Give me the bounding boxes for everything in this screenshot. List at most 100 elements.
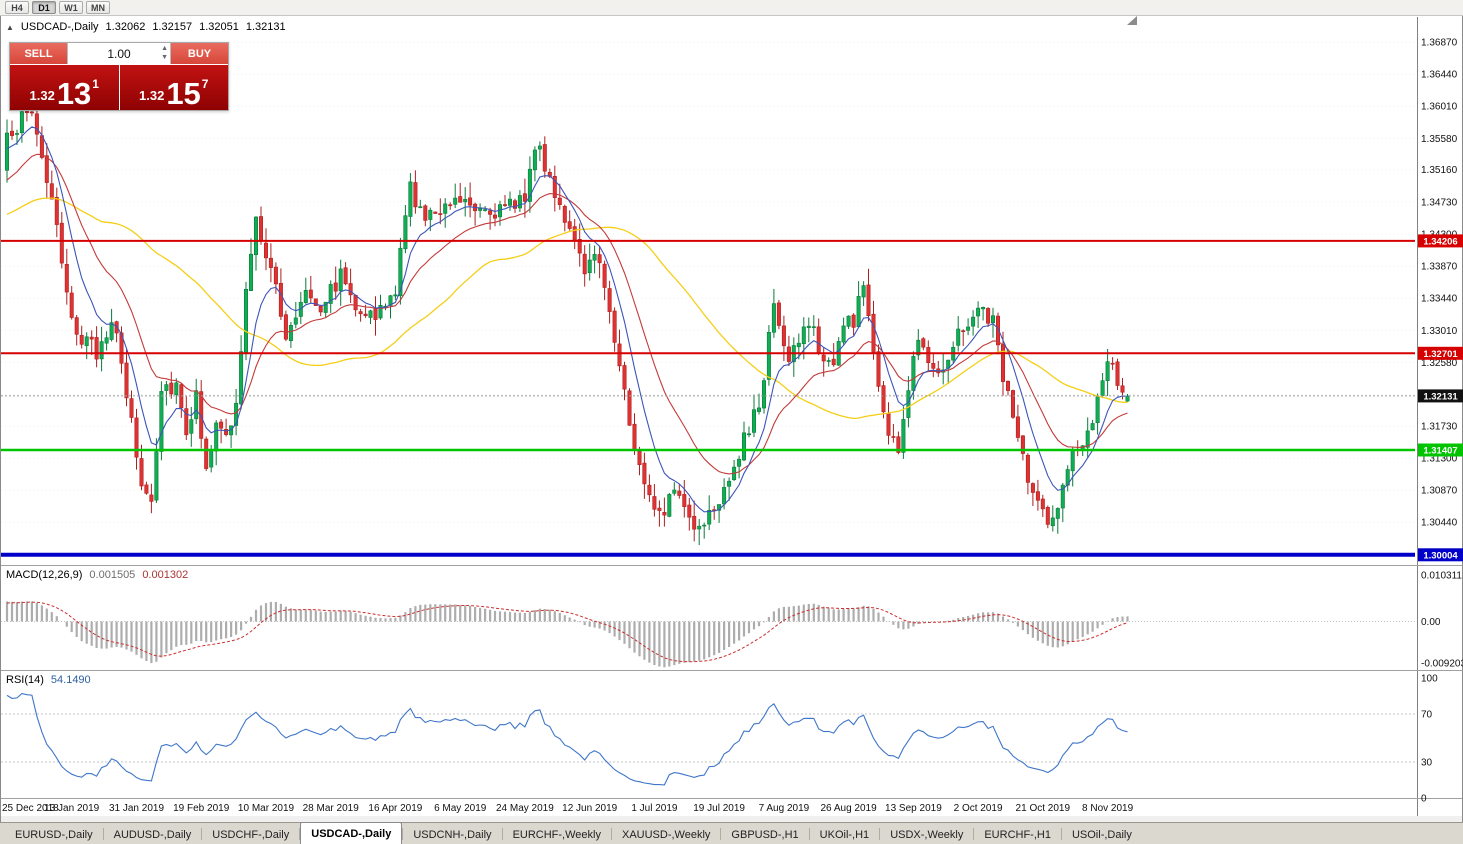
ma-8-line — [6, 126, 1128, 513]
tab-separator — [402, 828, 404, 840]
one-click-trading-panel: SELL 1.00 ▲ ▼ BUY 1.32 13 1 1.32 15 7 — [9, 42, 229, 111]
rsi-axis-label: 100 — [1421, 674, 1438, 685]
timeframe-d1[interactable]: D1 — [32, 1, 56, 14]
price-axis-label: 1.32580 — [1421, 358, 1458, 369]
sell-price-display[interactable]: 1.32 13 1 — [10, 65, 119, 110]
rsi-label: RSI(14) — [6, 674, 44, 686]
tab-usdchf-daily[interactable]: USDCHF-,Daily — [212, 828, 290, 841]
price-tag-1.32701: 1.32701 — [1418, 346, 1463, 360]
price-axis-label: 1.36870 — [1421, 37, 1458, 48]
price-axis-label: 1.36010 — [1421, 102, 1458, 113]
tab-separator — [1060, 828, 1062, 840]
price-axis[interactable] — [1418, 17, 1462, 797]
macd-axis-label: 0.010311 — [1421, 571, 1462, 582]
svg-text:1.34206: 1.34206 — [1423, 236, 1457, 247]
time-axis-label: 19 Jul 2019 — [693, 803, 745, 814]
tab-separator — [102, 828, 104, 840]
time-axis-label: 8 Nov 2019 — [1082, 803, 1134, 814]
price-grid — [1, 41, 1415, 555]
time-axis-label: 26 Aug 2019 — [821, 803, 878, 814]
chart-symbol-label: USDCAD-,Daily — [20, 21, 99, 33]
time-axis-label: 7 Aug 2019 — [759, 803, 810, 814]
timeframe-w1[interactable]: W1 — [59, 1, 83, 14]
tab-usoil-daily[interactable]: USOil-,Daily — [1071, 828, 1132, 841]
time-axis-label: 6 May 2019 — [434, 803, 487, 814]
tab-eurchf-h1[interactable]: EURCHF-,H1 — [984, 828, 1051, 841]
ohlc-close: 1.32131 — [245, 21, 286, 33]
tab-separator — [299, 828, 301, 840]
chart-expand-icon[interactable]: ▲ — [6, 22, 14, 32]
macd-axis-label: 0.00 — [1421, 617, 1441, 628]
tab-gbpusd-h1[interactable]: GBPUSD-,H1 — [731, 828, 799, 841]
price-axis-labels: 1.36870 1.36440 1.36010 1.35580 1.35160 1.347… — [1421, 37, 1463, 804]
macd-axis-label: -0.009203 — [1421, 659, 1463, 670]
timeframe-h4[interactable]: H4 — [5, 1, 29, 14]
current-price-tag: 1.32131 — [1418, 389, 1463, 403]
time-axis-label: 19 Feb 2019 — [173, 803, 230, 814]
price-tag-1.34206: 1.34206 — [1418, 234, 1463, 248]
price-axis-label: 1.35160 — [1421, 165, 1458, 176]
tab-separator — [720, 828, 722, 840]
price-axis-label: 1.31730 — [1421, 421, 1458, 432]
price-axis-label: 1.33440 — [1421, 294, 1458, 305]
buy-price-point: 7 — [201, 77, 209, 91]
tab-ukoil-h1[interactable]: UKOil-,H1 — [819, 828, 870, 841]
ohlc-low: 1.32051 — [199, 21, 239, 33]
time-axis[interactable] — [1, 799, 1415, 815]
macd-histogram — [5, 601, 1129, 668]
volume-spinner: ▲ ▼ — [161, 44, 168, 62]
time-axis-label: 21 Oct 2019 — [1016, 803, 1071, 814]
time-axis-label: 10 Mar 2019 — [238, 803, 295, 814]
chart-canvas[interactable]: 1.36870 1.36440 1.36010 1.35580 1.35160 1.347… — [0, 0, 1463, 822]
price-axis-label: 1.33870 — [1421, 262, 1458, 273]
chart-shift-marker[interactable] — [1127, 16, 1137, 25]
macd-signal-line — [6, 601, 1128, 663]
time-axis-label: 24 May 2019 — [496, 803, 554, 814]
price-axis-label: 1.34730 — [1421, 197, 1458, 208]
volume-input[interactable]: 1.00 ▲ ▼ — [67, 43, 171, 64]
volume-up-button[interactable]: ▲ — [161, 45, 168, 52]
tab-eurusd-daily[interactable]: EURUSD-,Daily — [15, 828, 93, 841]
buy-price-display[interactable]: 1.32 15 7 — [119, 65, 228, 111]
ohlc-open: 1.32062 — [105, 21, 146, 33]
svg-text:1.31407: 1.31407 — [1423, 446, 1457, 457]
tab-usdx-weekly[interactable]: USDX-,Weekly — [890, 828, 964, 841]
svg-text:1.30004: 1.30004 — [1423, 550, 1458, 561]
price-axis-label: 1.31300 — [1421, 454, 1458, 465]
chart-tab-bar: EURUSD-,Daily AUDUSD-,Daily USDCHF-,Daily U… — [0, 822, 1463, 844]
tab-audusd-daily[interactable]: AUDUSD-,Daily — [113, 828, 192, 841]
buy-button[interactable]: BUY — [171, 43, 228, 64]
tab-usdcad-daily[interactable]: USDCAD-,Daily — [300, 822, 403, 844]
buy-price-prefix: 1.32 — [139, 88, 165, 103]
price-axis-label: 1.30440 — [1421, 518, 1458, 529]
rsi-line — [6, 693, 1128, 786]
rsi-axis-label: 30 — [1421, 758, 1433, 769]
time-axis-label: 31 Jan 2019 — [109, 803, 164, 814]
tab-separator — [973, 828, 975, 840]
timeframe-mn[interactable]: MN — [86, 1, 110, 14]
time-axis-label: 28 Mar 2019 — [303, 803, 360, 814]
volume-down-button[interactable]: ▼ — [161, 54, 168, 61]
macd-indicator-header: MACD(12,26,9) 0.001505 0.001302 — [6, 569, 188, 581]
time-axis-label: 12 Jun 2019 — [562, 803, 617, 814]
rsi-axis-label: 0 — [1421, 794, 1427, 805]
price-axis-label: 1.30870 — [1421, 486, 1458, 497]
tab-eurchf-weekly[interactable]: EURCHF-,Weekly — [512, 828, 601, 841]
tab-usdcnh-daily[interactable]: USDCNH-,Daily — [413, 828, 492, 841]
time-axis-label: 13 Jan 2019 — [44, 803, 99, 814]
tab-separator — [879, 828, 881, 840]
volume-value[interactable]: 1.00 — [107, 46, 131, 61]
horizontal-scrollbar[interactable] — [1, 816, 1462, 822]
price-axis-label: 1.33010 — [1421, 326, 1458, 337]
sell-button[interactable]: SELL — [10, 43, 67, 64]
tab-separator — [501, 828, 503, 840]
price-axis-label: 1.36440 — [1421, 70, 1458, 81]
buy-price-pips: 15 — [166, 75, 201, 111]
rsi-axis-label: 70 — [1421, 710, 1433, 721]
ohlc-high: 1.32157 — [152, 21, 193, 33]
tab-separator — [201, 828, 203, 840]
tab-xauusd-weekly[interactable]: XAUUSD-,Weekly — [621, 828, 711, 841]
tab-separator — [808, 828, 810, 840]
macd-label: MACD(12,26,9) — [6, 569, 83, 581]
